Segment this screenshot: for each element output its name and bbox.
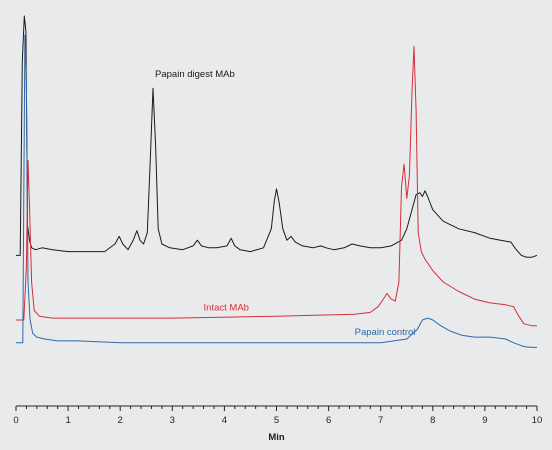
x-tick-label: 10 [532,415,543,426]
series-labels: Papain digest MAb Intact MAb Papain contro… [155,69,415,338]
series-line-papain-control [16,34,537,348]
x-tick-label: 0 [13,415,18,426]
x-tick-label: 2 [118,415,123,426]
x-tick-label: 9 [482,415,487,426]
series-label-papain-digest-mab: Papain digest MAb [155,69,235,80]
series-label-intact-mab: Intact MAb [204,303,249,314]
traces [16,15,538,348]
x-tick-label: 8 [430,415,435,426]
series-label-papain-control: Papain control [355,327,416,338]
series-line-papain-digest-mab [16,15,538,258]
x-tick-label: 6 [326,415,331,426]
x-tick-label: 3 [170,415,175,426]
x-axis-ticks: 0 1 2 3 4 5 6 7 8 9 10 [13,406,542,426]
x-tick-label: 4 [222,415,227,426]
x-tick-label: 5 [274,415,279,426]
x-axis-title: Min [268,432,285,443]
series-line-intact-mab [16,45,537,327]
x-tick-label: 1 [65,415,70,426]
x-tick-label: 7 [378,415,383,426]
